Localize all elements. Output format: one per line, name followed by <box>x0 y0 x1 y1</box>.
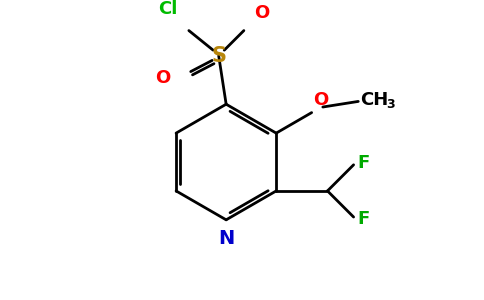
Text: F: F <box>357 210 370 228</box>
Text: Cl: Cl <box>158 0 178 17</box>
Text: O: O <box>314 91 329 109</box>
Text: 3: 3 <box>386 98 395 111</box>
Text: O: O <box>155 69 170 87</box>
Text: O: O <box>254 4 270 22</box>
Text: S: S <box>211 46 226 66</box>
Text: F: F <box>357 154 370 172</box>
Text: CH: CH <box>360 91 388 109</box>
Text: N: N <box>218 229 234 248</box>
